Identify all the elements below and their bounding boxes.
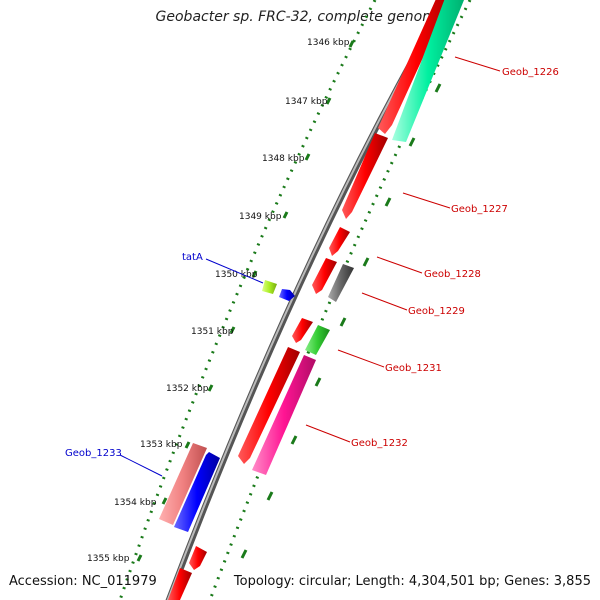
label-geob-1232[interactable]: Geob_1232 — [351, 438, 408, 449]
label-geob-1233[interactable]: Geob_1233 — [65, 448, 122, 459]
tick-label-1346: 1346 kbp — [307, 38, 350, 48]
label-geob-1228[interactable]: Geob_1228 — [424, 269, 481, 280]
gene-red-bottom-b[interactable] — [168, 568, 192, 600]
accession-text: Accession: NC_011979 — [9, 574, 157, 589]
outer-track — [208, 0, 472, 600]
tick-label-1351: 1351 kbp — [191, 327, 234, 337]
tick-label-1355: 1355 kbp — [87, 554, 130, 564]
gene-geob-1227[interactable] — [342, 133, 388, 219]
tick-label-1349: 1349 kbp — [239, 212, 282, 222]
scale-tick-labels: 1346 kbp 1347 kbp 1348 kbp 1349 kbp 1350… — [87, 38, 350, 564]
gene-geob-1226[interactable] — [378, 0, 454, 134]
scale-tick-marks — [136, 40, 355, 562]
outer-tick-marks — [240, 83, 442, 559]
left-leader-lines — [119, 258, 264, 477]
genome-summary-text: Topology: circular; Length: 4,304,501 bp… — [233, 574, 591, 589]
tick-label-1347: 1347 kbp — [285, 97, 328, 107]
gene-geob-1232[interactable] — [252, 355, 316, 475]
tick-label-1350: 1350 kbp — [215, 270, 258, 280]
tick-label-1352: 1352 kbp — [166, 384, 209, 394]
gene-teal-top[interactable] — [392, 0, 464, 142]
tick-label-1348: 1348 kbp — [262, 154, 305, 164]
label-geob-1229[interactable]: Geob_1229 — [408, 306, 465, 317]
right-leader-lines — [305, 56, 501, 443]
gene-geob-1229[interactable] — [328, 264, 354, 302]
label-geob-1227[interactable]: Geob_1227 — [451, 204, 508, 215]
gene-red-1229a[interactable] — [312, 258, 337, 294]
genome-backbone — [165, 0, 450, 600]
gene-red-bottom-a[interactable] — [189, 546, 207, 570]
gene-blue-reverse[interactable] — [174, 452, 220, 532]
gene-tata-blue[interactable] — [279, 289, 295, 301]
gene-geob-1228[interactable] — [329, 227, 350, 256]
gene-red-1231a[interactable] — [292, 318, 313, 343]
gene-geob-1233[interactable] — [159, 443, 207, 525]
left-gene-labels: tatA Geob_1233 — [65, 252, 203, 459]
gene-features — [159, 0, 464, 600]
tick-label-1354: 1354 kbp — [114, 498, 157, 508]
label-geob-1231[interactable]: Geob_1231 — [385, 363, 442, 374]
tick-label-1353: 1353 kbp — [140, 440, 183, 450]
label-tata[interactable]: tatA — [182, 252, 203, 263]
label-geob-1226[interactable]: Geob_1226 — [502, 67, 559, 78]
gene-tata-lime[interactable] — [262, 280, 277, 294]
gene-geob-1231[interactable] — [305, 325, 330, 355]
right-gene-labels: Geob_1226 Geob_1227 Geob_1228 Geob_1229 … — [351, 67, 559, 449]
gene-red-long[interactable] — [238, 347, 300, 464]
genome-title: Geobacter sp. FRC-32, complete genome — [155, 9, 445, 25]
